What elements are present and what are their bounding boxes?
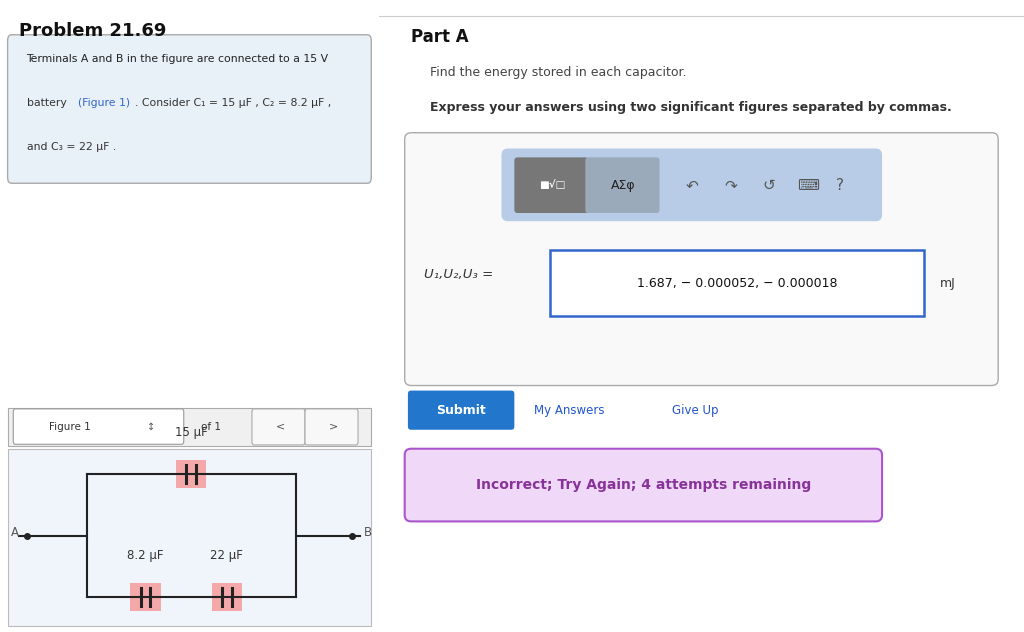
FancyBboxPatch shape [514, 157, 589, 213]
Text: My Answers: My Answers [534, 404, 604, 416]
Text: 8.2 μF: 8.2 μF [127, 549, 164, 562]
Text: Problem 21.69: Problem 21.69 [18, 22, 166, 40]
Text: Express your answers using two significant figures separated by commas.: Express your answers using two significa… [430, 101, 952, 114]
FancyBboxPatch shape [7, 449, 372, 626]
FancyBboxPatch shape [305, 409, 358, 445]
FancyBboxPatch shape [176, 460, 207, 488]
Text: ↶: ↶ [685, 178, 698, 193]
FancyBboxPatch shape [130, 583, 161, 612]
Text: 15 μF: 15 μF [175, 426, 208, 439]
Text: U₁,U₂,U₃ =: U₁,U₂,U₃ = [424, 269, 494, 281]
Text: ?: ? [837, 178, 844, 193]
Text: AΣφ: AΣφ [610, 179, 635, 191]
Text: ↺: ↺ [763, 178, 775, 193]
Text: Give Up: Give Up [673, 404, 719, 416]
Text: Incorrect; Try Again; 4 attempts remaining: Incorrect; Try Again; 4 attempts remaini… [476, 478, 811, 492]
Text: B: B [364, 526, 372, 539]
FancyBboxPatch shape [586, 157, 659, 213]
Text: A: A [11, 526, 19, 539]
Text: >: > [329, 422, 338, 432]
FancyBboxPatch shape [550, 250, 924, 316]
FancyBboxPatch shape [502, 149, 882, 221]
FancyBboxPatch shape [7, 408, 372, 446]
Text: Submit: Submit [436, 404, 486, 416]
Text: <: < [275, 422, 285, 432]
FancyBboxPatch shape [252, 409, 305, 445]
Text: Part A: Part A [411, 28, 469, 46]
Text: 1.687, − 0.000052, − 0.000018: 1.687, − 0.000052, − 0.000018 [637, 277, 838, 289]
FancyBboxPatch shape [13, 409, 183, 444]
Text: (Figure 1): (Figure 1) [79, 98, 130, 108]
Text: and C₃ = 22 μF .: and C₃ = 22 μF . [27, 142, 116, 152]
Text: . Consider C₁ = 15 μF , C₂ = 8.2 μF ,: . Consider C₁ = 15 μF , C₂ = 8.2 μF , [134, 98, 331, 108]
Text: mJ: mJ [940, 277, 955, 289]
FancyBboxPatch shape [408, 391, 514, 430]
Text: ↷: ↷ [724, 178, 737, 193]
Text: of 1: of 1 [201, 422, 221, 432]
Text: ■√□: ■√□ [539, 180, 565, 190]
FancyBboxPatch shape [7, 35, 372, 183]
FancyBboxPatch shape [404, 449, 882, 521]
Text: Terminals A and B in the figure are connected to a 15 V: Terminals A and B in the figure are conn… [27, 54, 329, 64]
FancyBboxPatch shape [404, 133, 998, 386]
Text: battery: battery [27, 98, 67, 108]
Text: ↕: ↕ [147, 422, 156, 432]
FancyBboxPatch shape [212, 583, 242, 612]
Text: ⌨: ⌨ [797, 178, 819, 193]
Text: Find the energy stored in each capacitor.: Find the energy stored in each capacitor… [430, 66, 687, 80]
Text: Figure 1: Figure 1 [49, 422, 91, 432]
Text: 22 μF: 22 μF [210, 549, 243, 562]
